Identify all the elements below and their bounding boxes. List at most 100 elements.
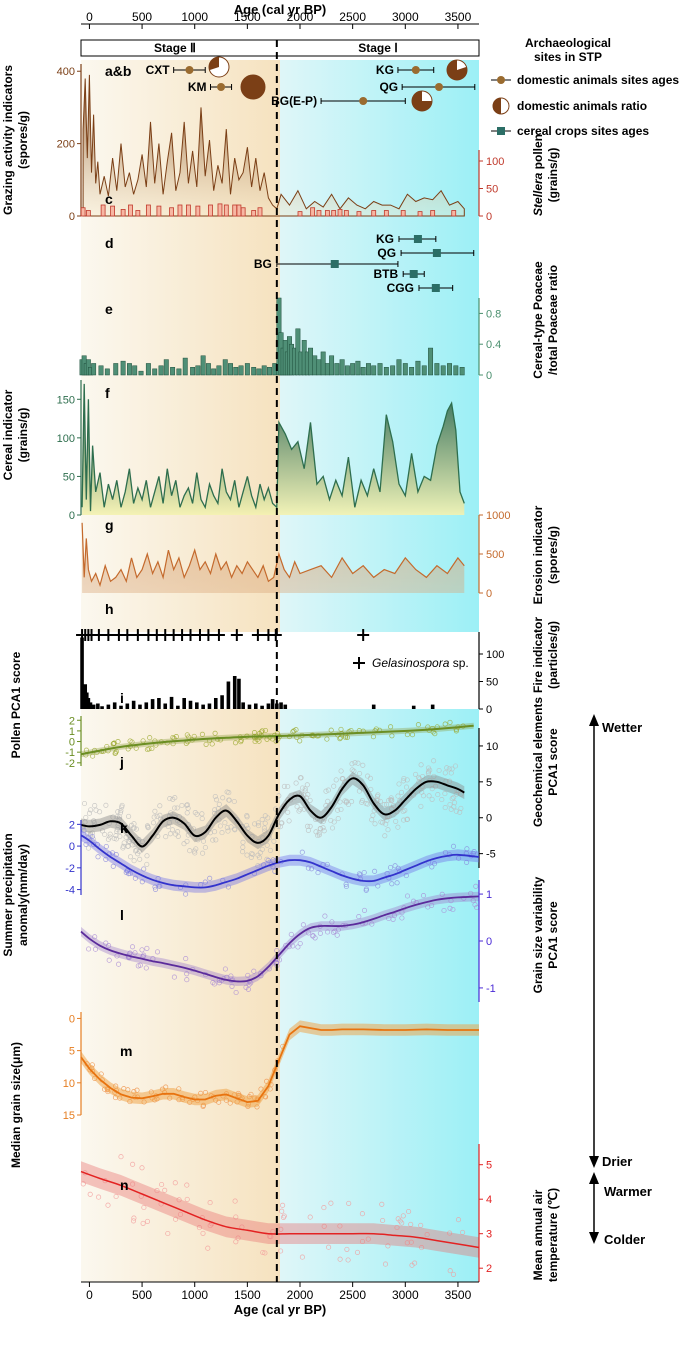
grain-var-point (356, 914, 362, 920)
cereal-ratio-bar (377, 363, 383, 376)
cereal-ratio-bar (324, 363, 330, 376)
stellera-bar (324, 210, 330, 217)
geochem-point (368, 786, 374, 792)
geochem-point (433, 783, 439, 789)
temp-point (165, 1230, 171, 1237)
precip-point (395, 865, 401, 871)
site-age-label: KM (188, 80, 207, 94)
temp-point (307, 1214, 313, 1220)
temp-point (173, 1216, 179, 1222)
geochem-point (234, 818, 240, 824)
precip-point (442, 849, 448, 856)
temp-point (326, 1244, 332, 1250)
precip-point (141, 866, 147, 872)
temp-point (140, 1220, 146, 1226)
cereal-ratio-bar (267, 367, 272, 376)
geochem-point (316, 830, 322, 836)
grain-var-point (144, 945, 150, 951)
stellera-bar (110, 205, 115, 217)
temp-point (379, 1201, 385, 1207)
precip-point (299, 849, 305, 855)
geochem-point (119, 802, 125, 808)
grain-var-point (329, 919, 335, 925)
geochem-point (125, 843, 131, 849)
grain-var-axis-title: Grain size variability (531, 876, 545, 993)
fire-tick-label: 100 (486, 649, 504, 661)
fire-bar (86, 698, 91, 709)
temp-point (419, 1245, 425, 1251)
geochem-point (117, 833, 123, 840)
cereal-indicator-tick-label: 50 (63, 471, 75, 483)
precip-point (126, 871, 132, 877)
temp-point (205, 1245, 211, 1251)
site-age-marker (217, 83, 226, 91)
fire-axis-units: (particles/g) (546, 621, 560, 689)
geochem-point (152, 808, 158, 814)
geochem-point (118, 808, 124, 814)
precip-point (308, 866, 315, 872)
cereal-ratio-bar (158, 365, 164, 376)
geochem-point (93, 807, 99, 813)
precip-point (357, 872, 363, 878)
geochem-point (158, 816, 164, 822)
geochem-point (165, 823, 171, 830)
geochem-point (439, 797, 445, 803)
cereal-ratio-bar (402, 363, 408, 376)
fire-bar (169, 696, 174, 709)
cereal-ratio-bar (409, 367, 415, 376)
domestic-ratio-pie-slice (446, 59, 467, 80)
fire-bar (119, 705, 123, 709)
temp-point (118, 1154, 124, 1160)
geochem-point (337, 799, 343, 805)
temp-point (235, 1235, 241, 1241)
domestic-ratio-pie-slice (241, 75, 265, 99)
fire-bar (112, 702, 117, 709)
cereal-indicator-axis-units: (grains/g) (16, 408, 30, 463)
geochem-point (294, 804, 300, 810)
geochem-point (400, 778, 406, 784)
temp-point (232, 1198, 238, 1204)
geochem-point (372, 802, 378, 808)
precip-point (183, 891, 189, 897)
temp-tick-label: 3 (486, 1229, 492, 1241)
geochem-point (449, 796, 455, 802)
site-age-label: QG (379, 80, 398, 94)
cereal-indicator-axis-title: Cereal indicator (1, 389, 15, 480)
cereal-site-label: KG (376, 232, 394, 246)
geochem-point (331, 783, 337, 789)
stellera-bar (400, 210, 406, 217)
top-axis: 0 500 1000 1500 2000 2500 3000 3500 (81, 10, 479, 29)
fire-bar (106, 704, 111, 709)
grain-var-point (386, 915, 392, 922)
precip-point (265, 857, 271, 863)
temp-point (447, 1268, 453, 1274)
precip-point (202, 879, 208, 885)
precip-point (95, 854, 101, 860)
grazing-tick-label: 200 (57, 139, 75, 151)
fire-bar (182, 698, 186, 709)
temp-point (207, 1223, 213, 1229)
cereal-site-marker (409, 270, 418, 278)
grain-var-point (246, 982, 252, 988)
geochem-point (200, 850, 206, 856)
bottom-axis-tick-label: 500 (132, 1288, 152, 1302)
wetter-arrowhead (589, 714, 599, 726)
pollen-pca-point (90, 753, 96, 759)
precip-axis-title: Summer precipitation (1, 833, 15, 956)
pollen-pca-tick-label: 2 (69, 715, 75, 727)
fire-bar (411, 705, 416, 709)
stellera-bar (430, 210, 436, 217)
geochem-point (389, 806, 395, 812)
geochem-point (426, 793, 432, 799)
geochem-point (407, 792, 413, 798)
top-axis-tick-label: 2500 (339, 10, 366, 24)
geochem-point (458, 791, 464, 797)
pollen-pca-point (115, 739, 121, 745)
stellera-tick-label: 100 (486, 156, 504, 168)
grain-var-points (86, 883, 480, 996)
cereal-ratio-bar (312, 355, 318, 376)
grain-var-tick-label: 1 (486, 889, 492, 901)
geochem-point (335, 816, 341, 822)
cereal-site-label: BTB (374, 267, 399, 281)
temp-point (159, 1181, 165, 1188)
